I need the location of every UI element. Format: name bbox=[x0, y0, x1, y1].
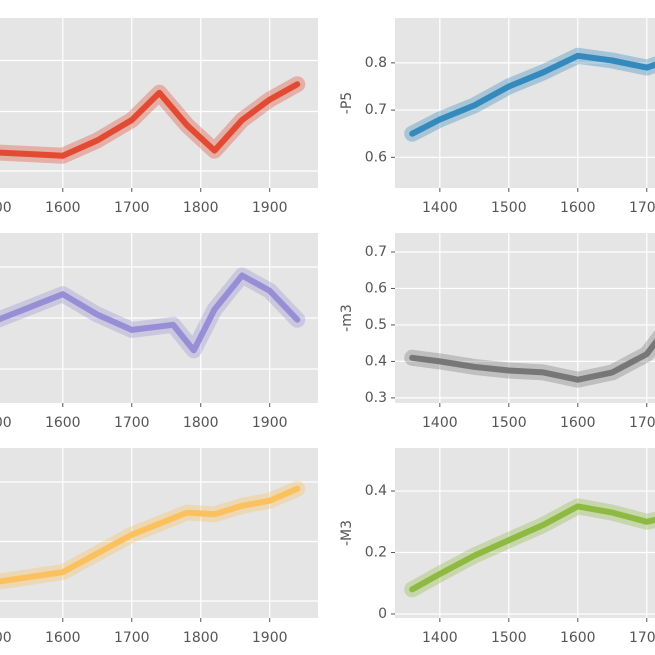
x-tick-label: 1800 bbox=[183, 415, 219, 431]
panel: 1400150016001700180019000.30.40.50.60.7-… bbox=[339, 233, 655, 431]
x-tick-label: 1700 bbox=[114, 630, 150, 646]
x-tick-label: 1600 bbox=[45, 415, 81, 431]
series bbox=[0, 267, 306, 359]
y-tick-label: 0.7 bbox=[365, 102, 387, 118]
x-tick-label: 1700 bbox=[114, 415, 150, 431]
line bbox=[0, 272, 301, 354]
panel: 1400150016001700180019000.60.70.8-P5 bbox=[339, 18, 655, 216]
line bbox=[409, 338, 655, 383]
x-tick-label: 1800 bbox=[183, 200, 219, 216]
panel: 1400150016001700180019000.10.450.75 bbox=[0, 18, 318, 216]
x-tick-label: 1600 bbox=[560, 200, 596, 216]
panel: 1400150016001700180019000.20.50.8 bbox=[0, 233, 318, 431]
plot-background bbox=[395, 18, 655, 188]
x-tick-label: 1500 bbox=[491, 630, 527, 646]
x-tick-label: 1500 bbox=[0, 630, 12, 646]
y-tick-label: 0.6 bbox=[365, 149, 387, 165]
panel: 14001500160017001800190000.20.4-M3 bbox=[339, 448, 655, 646]
y-tick-label: 0.3 bbox=[365, 390, 387, 406]
series bbox=[404, 498, 655, 598]
line bbox=[0, 485, 301, 585]
y-axis-label: -M3 bbox=[339, 520, 355, 546]
y-tick-label: 0 bbox=[378, 606, 387, 622]
line bbox=[0, 81, 301, 159]
x-tick-label: 1600 bbox=[560, 630, 596, 646]
x-tick-label: 1500 bbox=[0, 415, 12, 431]
y-axis-label: -m3 bbox=[339, 304, 355, 332]
x-tick-label: 1600 bbox=[45, 200, 81, 216]
x-tick-label: 1800 bbox=[183, 630, 219, 646]
x-tick-label: 1600 bbox=[560, 415, 596, 431]
x-tick-label: 1700 bbox=[629, 630, 655, 646]
series bbox=[0, 76, 306, 164]
panel: 1400150016001700180019000.10.450.8 bbox=[0, 448, 318, 646]
x-tick-label: 1400 bbox=[422, 415, 458, 431]
series bbox=[404, 330, 655, 388]
x-tick-label: 1500 bbox=[0, 200, 12, 216]
y-tick-label: 0.7 bbox=[365, 244, 387, 260]
y-tick-label: 0.6 bbox=[365, 280, 387, 296]
x-tick-label: 1700 bbox=[114, 200, 150, 216]
y-tick-label: 0.5 bbox=[365, 317, 387, 333]
x-tick-label: 1900 bbox=[252, 415, 288, 431]
x-tick-label: 1900 bbox=[252, 630, 288, 646]
series bbox=[0, 480, 306, 590]
x-tick-label: 1500 bbox=[491, 200, 527, 216]
x-tick-label: 1600 bbox=[45, 630, 81, 646]
x-tick-label: 1400 bbox=[422, 630, 458, 646]
series bbox=[404, 47, 655, 142]
y-tick-label: 0.8 bbox=[365, 55, 387, 71]
plot-background bbox=[0, 448, 318, 618]
y-tick-label: 0.2 bbox=[365, 545, 387, 561]
x-tick-label: 1500 bbox=[491, 415, 527, 431]
x-tick-label: 1700 bbox=[629, 200, 655, 216]
x-tick-label: 1400 bbox=[422, 200, 458, 216]
line bbox=[409, 503, 655, 593]
x-tick-label: 1900 bbox=[252, 200, 288, 216]
y-tick-label: 0.4 bbox=[365, 353, 387, 369]
y-axis-label: -P5 bbox=[339, 92, 355, 114]
y-tick-label: 0.4 bbox=[365, 483, 387, 499]
line bbox=[409, 52, 655, 137]
x-tick-label: 1700 bbox=[629, 415, 655, 431]
